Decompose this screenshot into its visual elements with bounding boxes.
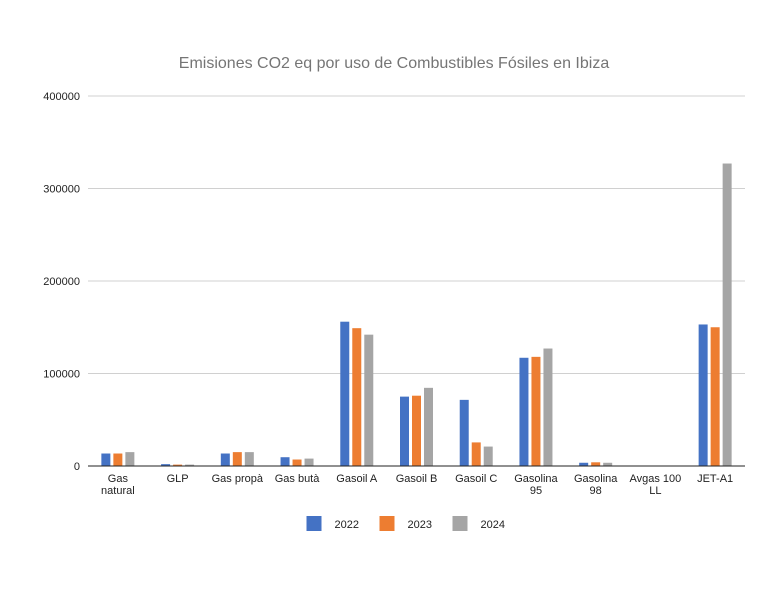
- legend-swatch-2022: [306, 516, 322, 531]
- chart-title: Emisiones CO2 eq por uso de Combustibles…: [179, 55, 610, 72]
- bar-2023: [412, 395, 421, 466]
- x-tick-label: Gas butà: [275, 473, 321, 485]
- x-tick-label: Gasoil C: [455, 473, 497, 485]
- bar-2024: [722, 163, 732, 466]
- bar-2024: [244, 452, 254, 466]
- y-tick-label: 0: [74, 461, 80, 473]
- x-tick-label: JET-A1: [697, 473, 733, 485]
- y-axis-ticks: 0 100000 200000 300000 400000: [43, 91, 80, 473]
- bar-2022: [459, 399, 469, 466]
- bar-2023: [292, 459, 302, 466]
- bar-2022: [280, 457, 290, 466]
- legend-swatch-2024: [452, 516, 468, 531]
- legend: 2022 2023 2024: [306, 516, 505, 531]
- bar-2024: [483, 446, 493, 466]
- x-tick-label: Gas propà: [212, 473, 264, 485]
- y-tick-label: 400000: [43, 91, 80, 103]
- bar-2022: [101, 453, 111, 466]
- bar-2022: [340, 321, 350, 466]
- bar-2024: [304, 458, 314, 466]
- bar-2024: [543, 348, 553, 466]
- bar-2023: [591, 462, 601, 466]
- bar-2023: [113, 453, 123, 466]
- x-tick-label: Gasoil B: [396, 473, 438, 485]
- bar-2024: [185, 464, 195, 466]
- legend-label: 2024: [481, 519, 505, 531]
- legend-label: 2023: [408, 519, 432, 531]
- y-tick-label: 300000: [43, 184, 80, 196]
- bar-2022: [220, 453, 230, 466]
- bar-2023: [471, 442, 481, 466]
- bar-2024: [125, 452, 135, 466]
- y-tick-label: 200000: [43, 276, 80, 288]
- bar-2024: [424, 387, 433, 466]
- x-tick-label: 95: [530, 485, 542, 497]
- bar-2022: [579, 462, 589, 466]
- bar-2023: [232, 452, 242, 466]
- x-tick-label: 98: [590, 485, 602, 497]
- x-tick-label: Gasolina: [574, 473, 618, 485]
- x-tick-label: natural: [101, 485, 135, 497]
- bar-2023: [531, 356, 541, 466]
- x-tick-label: Gasoil A: [336, 473, 378, 485]
- bar-2022: [698, 324, 708, 466]
- legend-label: 2022: [335, 519, 359, 531]
- bar-2022: [161, 464, 171, 466]
- bar-2024: [603, 462, 613, 466]
- x-tick-label: Gasolina: [514, 473, 558, 485]
- bar-2022: [400, 396, 409, 466]
- bar-2023: [352, 328, 362, 466]
- y-tick-label: 100000: [43, 369, 80, 381]
- bar-2023: [173, 464, 183, 466]
- x-tick-label: LL: [649, 485, 661, 497]
- x-tick-label: Avgas 100: [630, 473, 682, 485]
- bar-2022: [519, 357, 529, 466]
- bar-2024: [364, 334, 374, 466]
- bar-2023: [710, 327, 720, 466]
- x-tick-label: GLP: [167, 473, 189, 485]
- bars: [101, 163, 732, 466]
- legend-swatch-2023: [379, 516, 395, 531]
- x-tick-label: Gas: [108, 473, 129, 485]
- gridlines: [88, 95, 745, 374]
